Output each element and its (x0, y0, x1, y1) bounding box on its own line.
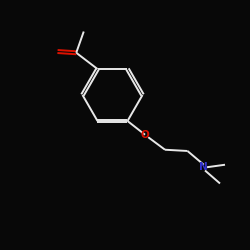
Text: O: O (140, 130, 149, 140)
Text: N: N (200, 162, 208, 172)
